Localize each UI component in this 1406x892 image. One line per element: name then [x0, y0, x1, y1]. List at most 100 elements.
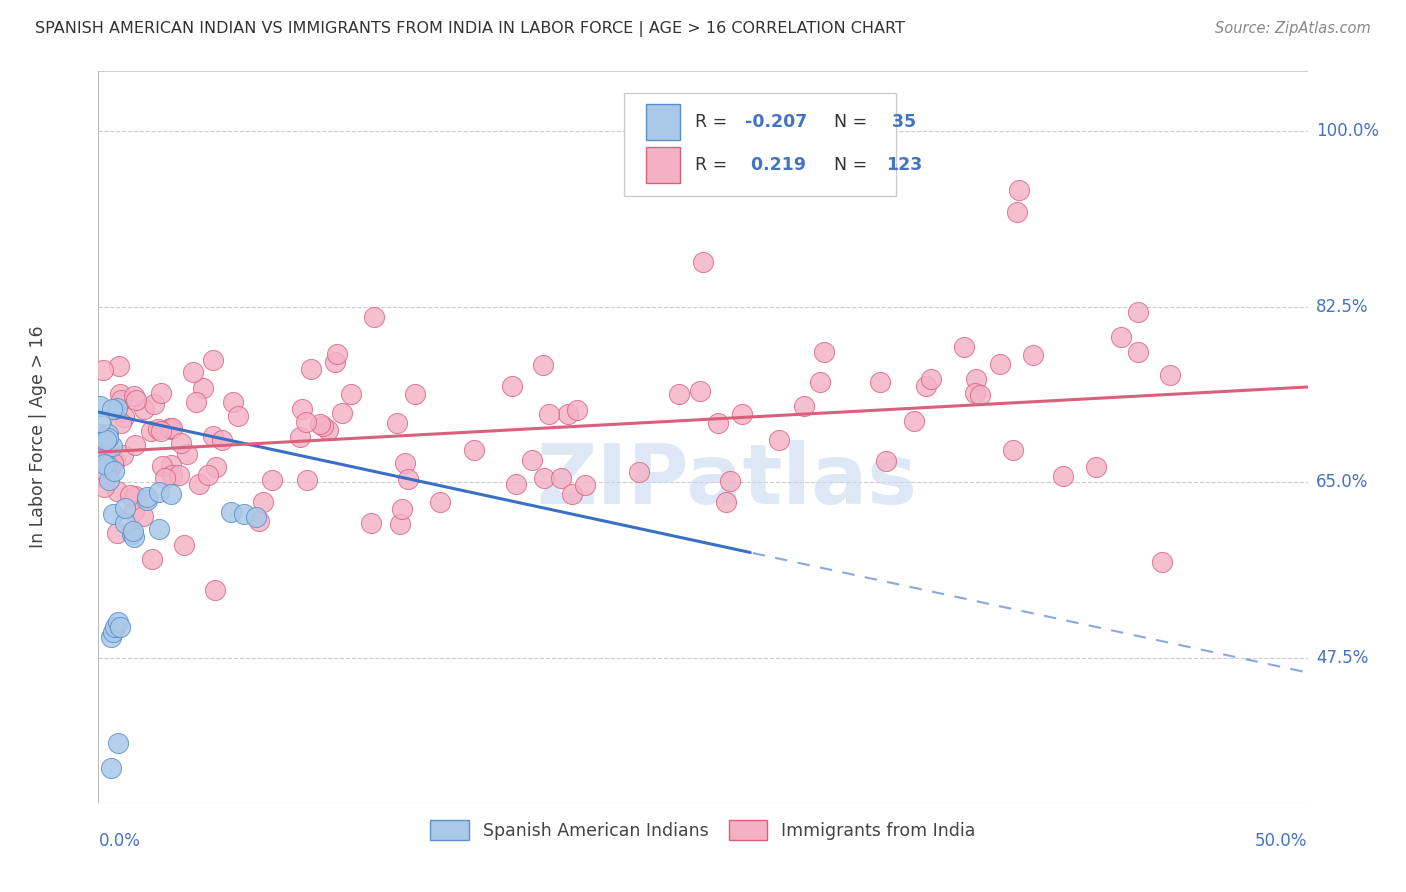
Point [93, 480, 115, 494]
Point [627, 465, 650, 479]
Point [139, 424, 162, 438]
Point [875, 454, 897, 468]
Point [103, 508, 125, 522]
Point [148, 485, 170, 500]
Point [111, 448, 134, 462]
Point [391, 501, 413, 516]
Point [105, 401, 128, 415]
Point [110, 392, 132, 407]
Point [869, 375, 891, 389]
Point [211, 433, 233, 447]
Text: In Labor Force | Age > 16: In Labor Force | Age > 16 [30, 326, 46, 549]
Point [396, 472, 419, 486]
Point [204, 583, 226, 598]
Point [1022, 347, 1045, 361]
Point [101, 439, 124, 453]
Point [363, 310, 385, 324]
Point [1111, 330, 1133, 344]
Point [159, 421, 181, 435]
Point [159, 458, 181, 472]
Text: N =: N = [834, 156, 872, 174]
Point [124, 438, 146, 452]
Point [226, 409, 249, 423]
Point [561, 487, 583, 501]
Point [394, 456, 416, 470]
Point [132, 508, 155, 523]
Point [150, 458, 173, 473]
Point [167, 468, 190, 483]
Point [731, 407, 754, 421]
Point [122, 530, 145, 544]
Point [318, 423, 340, 437]
Point [191, 381, 214, 395]
Point [150, 424, 173, 438]
Text: 123: 123 [886, 156, 922, 174]
Point [550, 471, 572, 485]
Point [295, 415, 318, 429]
Point [1052, 469, 1074, 483]
Point [221, 505, 243, 519]
Point [247, 514, 270, 528]
Point [463, 442, 485, 457]
Point [295, 473, 318, 487]
Text: -0.207: -0.207 [745, 113, 807, 131]
Point [1084, 460, 1107, 475]
Point [288, 430, 311, 444]
Point [197, 467, 219, 482]
Bar [624, 94, 897, 195]
Point [202, 352, 225, 367]
Point [565, 403, 588, 417]
Point [121, 526, 143, 541]
Point [388, 517, 411, 532]
Point [520, 453, 543, 467]
Point [94, 434, 117, 448]
Point [186, 394, 208, 409]
Text: 0.219: 0.219 [745, 156, 806, 174]
Point [1008, 183, 1031, 197]
Point [89, 399, 111, 413]
Point [170, 435, 193, 450]
Point [914, 379, 936, 393]
Point [114, 500, 136, 515]
Point [692, 254, 714, 268]
Point [112, 410, 135, 425]
Point [162, 467, 184, 482]
Bar [647, 147, 681, 183]
Point [1128, 345, 1150, 359]
Point [325, 347, 347, 361]
Point [94, 470, 117, 484]
Text: SPANISH AMERICAN INDIAN VS IMMIGRANTS FROM INDIA IN LABOR FORCE | AGE > 16 CORRE: SPANISH AMERICAN INDIAN VS IMMIGRANTS FR… [35, 21, 905, 37]
Point [160, 422, 183, 436]
Point [89, 415, 111, 429]
Text: 100.0%: 100.0% [1316, 122, 1379, 140]
Point [97, 427, 120, 442]
Point [107, 736, 129, 750]
Point [385, 416, 408, 430]
Point [110, 387, 132, 401]
Point [706, 416, 728, 430]
Point [114, 516, 136, 531]
Point [360, 516, 382, 530]
Point [920, 372, 942, 386]
Point [808, 376, 831, 390]
Point [141, 551, 163, 566]
Point [260, 473, 283, 487]
Point [176, 447, 198, 461]
Text: 47.5%: 47.5% [1316, 648, 1368, 666]
Point [574, 478, 596, 492]
Text: 50.0%: 50.0% [1256, 832, 1308, 850]
Point [1159, 368, 1181, 382]
Point [245, 510, 267, 524]
Point [104, 620, 127, 634]
Point [122, 524, 145, 538]
Point [1128, 305, 1150, 319]
Point [100, 402, 122, 417]
Point [104, 454, 127, 468]
Text: 65.0%: 65.0% [1316, 473, 1368, 491]
Point [107, 615, 129, 630]
Point [101, 457, 124, 471]
Point [173, 538, 195, 552]
Point [222, 394, 245, 409]
Point [340, 386, 363, 401]
Point [110, 416, 132, 430]
